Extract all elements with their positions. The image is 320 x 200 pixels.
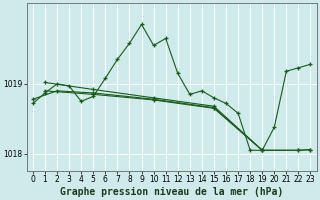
X-axis label: Graphe pression niveau de la mer (hPa): Graphe pression niveau de la mer (hPa) [60,186,283,197]
